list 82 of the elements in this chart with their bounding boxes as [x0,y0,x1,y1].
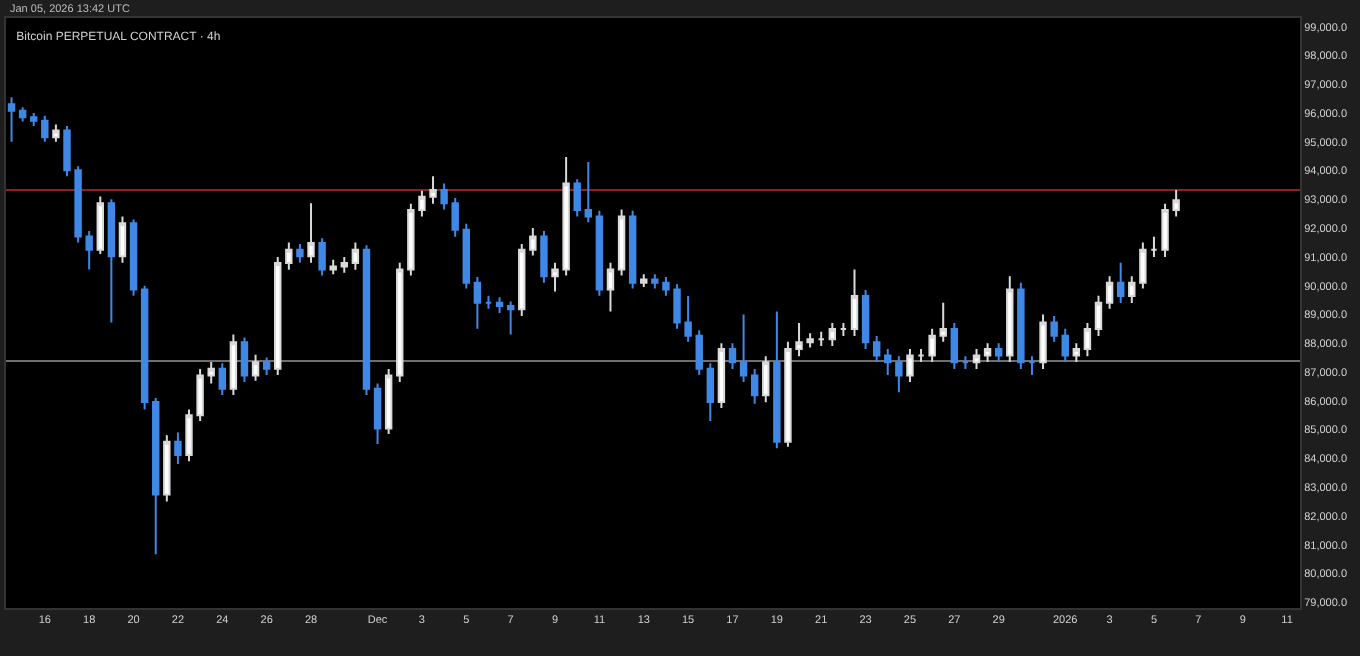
candlestick [174,431,182,466]
candlestick [41,114,49,143]
candlestick [606,261,615,313]
candlestick [462,222,471,290]
candlestick [695,329,703,376]
candlestick [773,310,781,450]
candlestick [274,255,282,376]
candlestick [917,347,925,363]
candlestick [140,284,149,411]
candlestick [961,355,970,371]
candlestick [928,327,936,363]
candlestick [872,335,881,363]
candlestick [1094,294,1103,338]
candlestick [739,313,748,384]
candlestick [296,242,304,264]
candlestick [1072,342,1081,363]
candlestick [595,209,604,297]
candlestick [1006,275,1014,363]
candlestick [1116,261,1125,304]
candlestick [351,241,360,271]
candlestick [373,382,382,445]
candlestick [163,434,171,503]
candlestick [717,342,726,409]
candlestick [1105,275,1114,310]
candlestick [540,229,548,284]
candlestick [1050,314,1058,343]
candlestick [895,355,903,394]
candlestick [218,362,226,397]
candlestick [617,208,626,277]
candlestick [240,336,249,384]
candlestick [329,258,337,276]
candlestick [762,355,770,404]
candlestick [884,347,892,376]
candlestick [152,396,160,556]
candlestick [584,160,593,224]
candlestick [107,198,116,324]
candlestick [728,342,737,371]
candlestick [1039,313,1047,371]
candlestick [828,322,837,348]
candlestick [484,294,493,310]
candlestick [573,178,581,218]
candlestick [817,330,825,348]
candlestick [506,300,515,336]
candlestick [396,261,404,384]
candlestick [251,353,260,382]
candlestick [307,202,315,264]
candlestick [994,342,1003,363]
candlestick [906,347,914,384]
candlestick [972,347,981,371]
candlestick [706,362,715,422]
candlestick [640,273,648,289]
candlestick [129,218,138,297]
candlestick [1061,327,1069,363]
candlestick [473,276,482,330]
candlestick [750,368,759,405]
candlestick [839,322,848,338]
candlestick [340,255,348,274]
candlestick [285,241,293,271]
candlestick [1083,322,1092,358]
candlestick [939,301,947,343]
candlestick [1150,235,1158,258]
candlestick [318,237,326,277]
candlestick [30,111,38,127]
candlestick [7,96,16,143]
candlestick [1028,355,1036,376]
candlestick [1017,281,1025,371]
candlestick [384,368,393,435]
candlestick [96,195,104,255]
candlestick [850,268,859,338]
candlestick [362,244,371,397]
candlestick [861,288,870,350]
candlestick [518,242,526,317]
candlestick [118,215,127,264]
candlestick [950,322,959,371]
candlestick [52,123,60,143]
candlestick [628,209,637,290]
candlestick [229,333,238,397]
candlestick [262,356,271,376]
candlestick [18,106,27,123]
candlestick [529,227,537,257]
candlestick [983,342,992,363]
candlestick [495,296,504,314]
